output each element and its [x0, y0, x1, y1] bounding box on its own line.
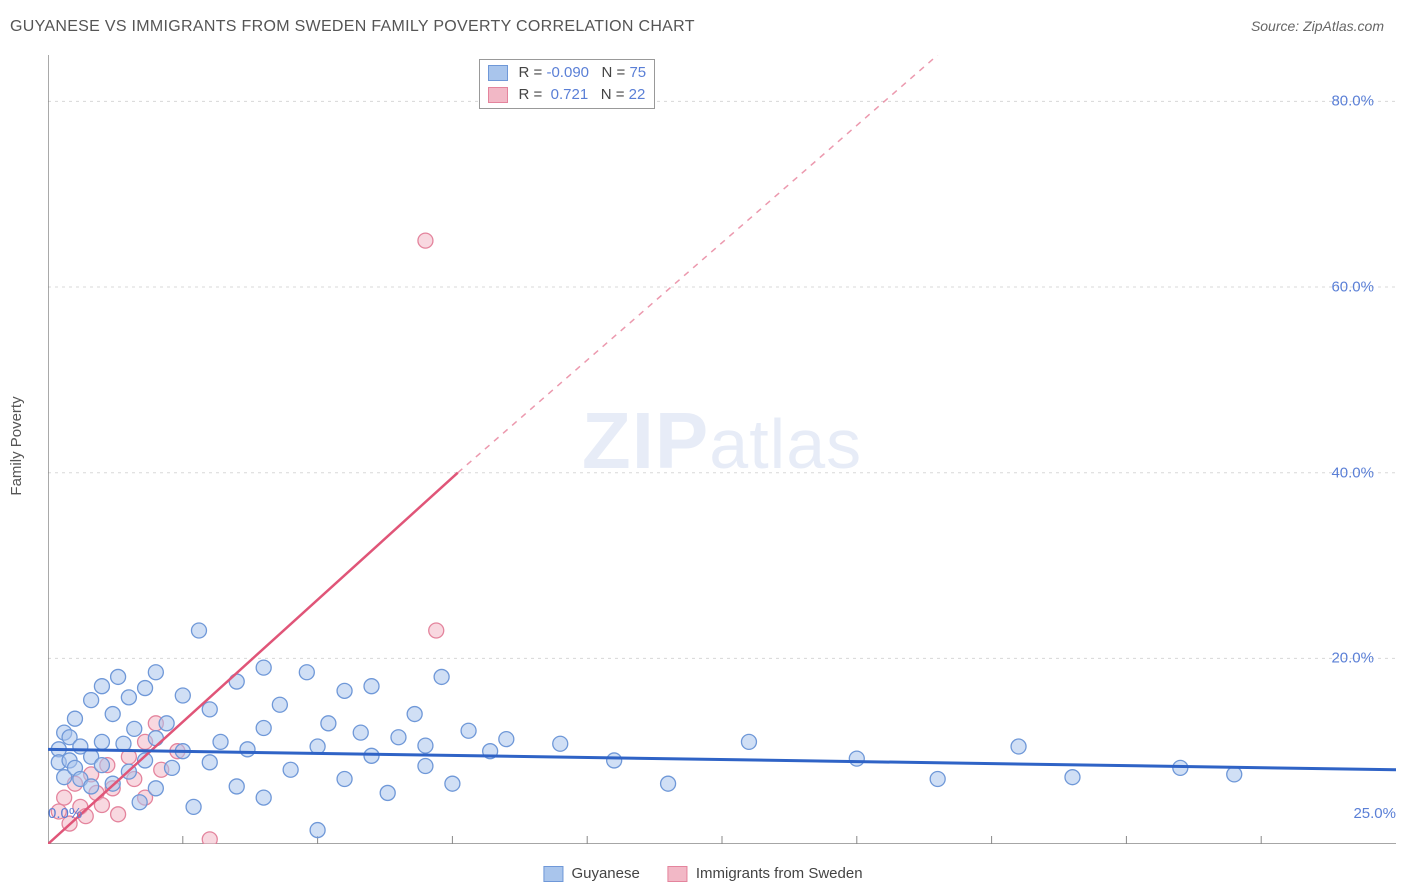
correlation-legend: R = -0.090 N = 75 R = 0.721 N = 22: [479, 59, 655, 109]
chart-title: GUYANESE VS IMMIGRANTS FROM SWEDEN FAMIL…: [10, 18, 695, 36]
legend-item: Guyanese: [543, 865, 639, 882]
legend-row: R = -0.090 N = 75: [488, 62, 646, 84]
x-tick-label: 25.0%: [1353, 805, 1396, 822]
chart-source: Source: ZipAtlas.com: [1251, 18, 1384, 34]
legend-label: Guyanese: [571, 865, 639, 882]
y-axis-label: Family Poverty: [8, 396, 25, 495]
series-legend: Guyanese Immigrants from Sweden: [543, 865, 862, 882]
legend-swatch: [488, 87, 508, 103]
legend-item: Immigrants from Sweden: [668, 865, 863, 882]
legend-row: R = 0.721 N = 22: [488, 84, 646, 106]
y-tick-label: 20.0%: [1331, 650, 1374, 667]
legend-swatch: [543, 866, 563, 882]
legend-swatch: [488, 65, 508, 81]
y-tick-label: 80.0%: [1331, 93, 1374, 110]
legend-stats: R = -0.090 N = 75: [514, 62, 646, 84]
scatter-chart: [48, 55, 1396, 844]
plot-area: ZIPatlas R = -0.090 N = 75 R = 0.721 N =…: [48, 55, 1396, 844]
y-tick-label: 60.0%: [1331, 279, 1374, 296]
legend-label: Immigrants from Sweden: [696, 865, 863, 882]
legend-swatch: [668, 866, 688, 882]
x-tick-label: 0.0%: [48, 805, 82, 822]
y-tick-label: 40.0%: [1331, 464, 1374, 481]
legend-stats: R = 0.721 N = 22: [514, 84, 645, 106]
